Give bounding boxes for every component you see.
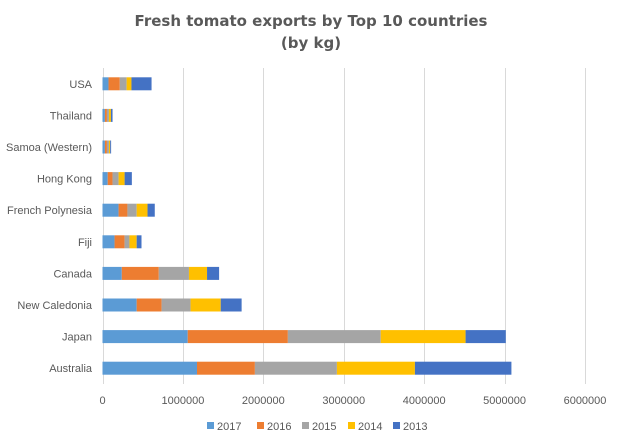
bar-2016 (114, 235, 125, 249)
bar-2014 (126, 77, 132, 91)
bar-2017 (102, 298, 137, 312)
bar-2015 (112, 172, 119, 186)
bar-2015 (287, 330, 381, 344)
bar-2015 (161, 298, 191, 312)
legend-label: 2013 (403, 421, 427, 433)
bar-2013 (207, 266, 220, 280)
x-tick-label: 6000000 (564, 395, 607, 407)
bar-2013 (414, 361, 512, 375)
bar-2014 (108, 140, 111, 154)
bar-2014 (118, 172, 125, 186)
bar-2016 (118, 203, 128, 217)
bar-2017 (102, 140, 105, 154)
chart-title-line-1: Fresh tomato exports by Top 10 countries (135, 12, 488, 30)
x-tick-label: 0 (99, 395, 105, 407)
category-label: Canada (53, 268, 92, 280)
category-label: Hong Kong (37, 174, 92, 186)
category-label: Japan (62, 332, 92, 344)
legend: 2017 2016 2015 2014 2013 (207, 421, 427, 433)
category-label: Samoa (Western) (6, 142, 92, 154)
bar-2013 (147, 203, 155, 217)
bar-2015 (158, 266, 189, 280)
bar-2017 (102, 108, 105, 122)
legend-label: 2017 (217, 421, 241, 433)
bar-2017 (102, 203, 119, 217)
x-tick-label: 1000000 (162, 395, 205, 407)
legend-item-2013: 2013 (393, 421, 427, 433)
legend-label: 2014 (358, 421, 382, 433)
bar-2013 (465, 330, 506, 344)
bar-2013 (131, 77, 152, 91)
chart-title-line-2: (by kg) (281, 34, 341, 52)
category-labels: USA Thailand Samoa (Western) Hong Kong Frenc… (6, 79, 93, 375)
bar-2017 (102, 330, 188, 344)
legend-swatch (257, 422, 264, 429)
legend-swatch (393, 422, 400, 429)
category-label: Australia (49, 363, 93, 375)
legend-item-2016: 2016 (257, 421, 291, 433)
bar-2017 (102, 361, 197, 375)
legend-item-2017: 2017 (207, 421, 241, 433)
bar-2017 (102, 172, 108, 186)
bar-2014 (380, 330, 466, 344)
bar-2015 (127, 203, 137, 217)
bar-2014 (136, 203, 148, 217)
legend-swatch (302, 422, 309, 429)
x-tick-label: 3000000 (322, 395, 365, 407)
bar-2015 (124, 235, 130, 249)
bar-2014 (190, 298, 221, 312)
legend-swatch (348, 422, 355, 429)
category-label: USA (69, 79, 92, 91)
gridlines (103, 68, 586, 384)
bar-2017 (102, 77, 109, 91)
bar-2015 (106, 108, 109, 122)
bar-2016 (108, 77, 120, 91)
legend-swatch (207, 422, 214, 429)
bars (102, 77, 512, 375)
bar-2014 (129, 235, 137, 249)
x-tick-label: 2000000 (242, 395, 285, 407)
bar-2017 (102, 266, 122, 280)
bar-2016 (104, 140, 107, 154)
bar-2014 (188, 266, 208, 280)
bar-2016 (196, 361, 255, 375)
bar-2014 (336, 361, 415, 375)
bar-2013 (124, 172, 132, 186)
bar-2016 (104, 108, 107, 122)
bar-2013 (110, 140, 112, 154)
bar-2015 (254, 361, 337, 375)
category-label: New Caledonia (17, 300, 92, 312)
bar-2016 (187, 330, 288, 344)
bar-2016 (121, 266, 159, 280)
bar-2013 (136, 235, 142, 249)
bar-2015 (106, 140, 109, 154)
x-tick-label: 5000000 (483, 395, 526, 407)
bar-2013 (220, 298, 242, 312)
legend-item-2014: 2014 (348, 421, 382, 433)
category-label: French Polynesia (7, 205, 93, 217)
legend-label: 2015 (312, 421, 336, 433)
bar-2015 (119, 77, 127, 91)
bar-2016 (107, 172, 113, 186)
category-label: Fiji (78, 237, 92, 249)
legend-item-2015: 2015 (302, 421, 336, 433)
x-tick-label: 4000000 (403, 395, 446, 407)
bar-2016 (136, 298, 162, 312)
bar-2014 (108, 108, 111, 122)
category-label: Thailand (50, 110, 92, 122)
bar-2013 (110, 108, 113, 122)
legend-label: 2016 (267, 421, 291, 433)
bar-2017 (102, 235, 115, 249)
x-tick-labels: 0 1000000 2000000 3000000 4000000 5000000 6000… (99, 395, 606, 407)
